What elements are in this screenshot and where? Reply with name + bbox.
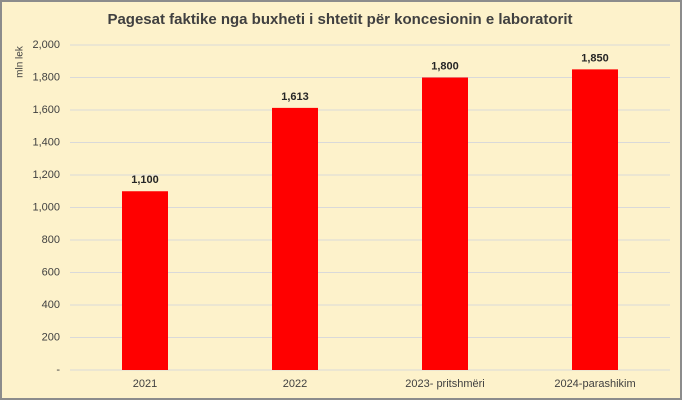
bar [572,69,618,370]
x-tick-label: 2021 [133,378,157,390]
x-tick-label: 2024-parashikim [554,378,635,390]
x-tick-label: 2023- pritshmëri [405,378,484,390]
y-tick-label: 1,800 [32,71,60,83]
y-tick-label: - [56,364,60,376]
chart-title: Pagesat faktike nga buxheti i shtetit pë… [107,11,572,28]
bar [272,107,318,370]
value-label: 1,850 [581,52,609,64]
x-tick-label: 2022 [283,378,307,390]
y-tick-label: 400 [42,299,60,311]
value-label: 1,100 [131,174,159,186]
y-tick-label: 1,600 [32,104,60,116]
y-tick-label: 1,400 [32,136,60,148]
bar [422,77,468,370]
y-axis-label: mln lek [15,45,26,78]
y-tick-label: 1,200 [32,169,60,181]
bar [122,191,168,370]
value-label: 1,800 [431,60,459,72]
y-tick-label: 200 [42,331,60,343]
value-label: 1,613 [281,91,309,103]
y-tick-label: 600 [42,266,60,278]
y-tick-label: 1,000 [32,201,60,213]
y-tick-label: 800 [42,234,60,246]
y-tick-label: 2,000 [32,39,60,51]
